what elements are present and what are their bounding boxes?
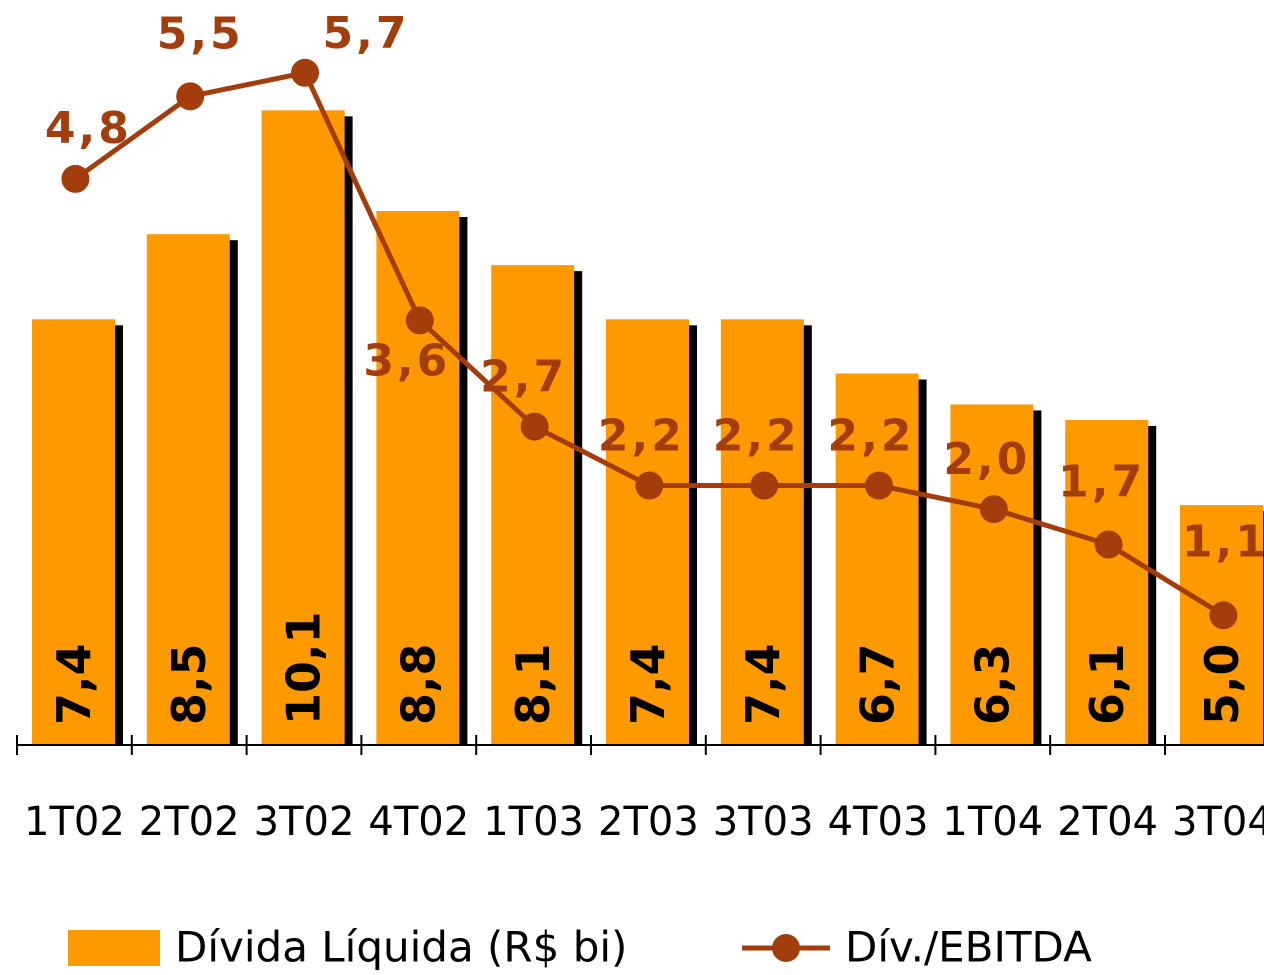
- bar: [835, 373, 919, 745]
- line-point: [291, 58, 319, 87]
- line-point: [520, 412, 549, 441]
- bar-value-label: 8,8: [391, 644, 445, 726]
- legend-label: Dívida Líquida (R$ bi): [175, 923, 627, 972]
- line-value-label: 5,7: [323, 8, 410, 59]
- bar: [376, 210, 460, 745]
- line-value-label: 2,7: [480, 352, 567, 403]
- line-value-label: 1,7: [1058, 457, 1145, 508]
- legend-label: Dív./EBITDA: [845, 923, 1092, 972]
- bar-value-label: 6,3: [965, 644, 1019, 726]
- bar: [491, 265, 575, 745]
- line-value-label: 2,2: [713, 411, 800, 462]
- bar-value-label: 7,4: [736, 644, 790, 726]
- x-tick-label: 2T04: [1057, 799, 1158, 845]
- line-point: [1094, 530, 1123, 559]
- bar-value-label: 5,0: [1195, 644, 1249, 726]
- bar-value-label: 7,4: [47, 644, 101, 726]
- x-tick-label: 4T02: [368, 799, 469, 845]
- bar-value-label: 6,7: [851, 644, 905, 726]
- line-point: [979, 495, 1008, 524]
- bar-value-label: 10,1: [277, 612, 331, 726]
- bar: [146, 234, 230, 745]
- line-value-label: 3,6: [363, 335, 450, 386]
- line-value-label: 2,0: [943, 434, 1030, 485]
- line-point: [1209, 601, 1238, 630]
- x-tick-label: 1T04: [942, 799, 1043, 845]
- x-tick-label: 3T03: [713, 799, 814, 845]
- line-point: [750, 471, 779, 500]
- line-point: [176, 82, 205, 111]
- legend-swatch: [68, 930, 160, 966]
- line-point: [635, 471, 664, 500]
- x-tick-label: 3T02: [254, 799, 355, 845]
- bar: [261, 110, 345, 745]
- bar-value-label: 7,4: [621, 644, 675, 726]
- bar-value-label: 8,1: [506, 644, 560, 726]
- line-point: [865, 471, 893, 500]
- line-value-label: 1,1: [1182, 516, 1264, 567]
- x-tick-label: 4T03: [828, 799, 929, 845]
- bar-value-label: 6,1: [1080, 644, 1134, 726]
- bar: [720, 319, 804, 745]
- bar-value-label: 8,5: [162, 644, 216, 726]
- x-tick-label: 2T02: [139, 799, 240, 845]
- bar: [606, 319, 689, 745]
- bar: [950, 404, 1034, 745]
- x-tick-label: 3T04: [1172, 799, 1264, 845]
- legend-dot: [772, 934, 800, 962]
- line-point: [405, 306, 434, 335]
- line-point: [61, 164, 90, 193]
- bar: [1065, 419, 1149, 745]
- x-tick-label: 2T03: [598, 799, 699, 845]
- x-tick-label: 1T02: [24, 799, 125, 845]
- line-value-label: 4,8: [45, 103, 132, 154]
- x-tick-label: 1T03: [483, 799, 584, 845]
- line-value-label: 5,5: [157, 8, 244, 59]
- line-value-label: 2,2: [598, 411, 685, 462]
- bar: [32, 319, 115, 745]
- line-value-label: 2,2: [828, 411, 915, 462]
